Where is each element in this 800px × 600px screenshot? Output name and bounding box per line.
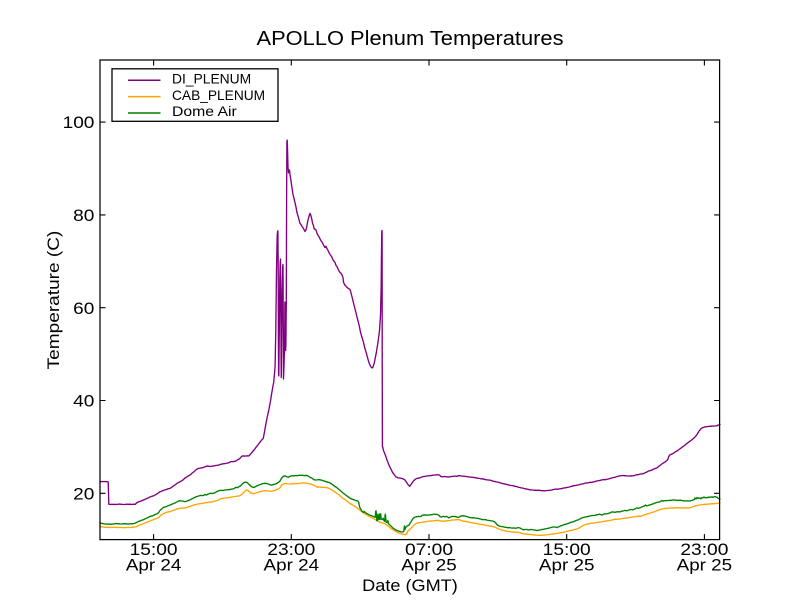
svg-text:DI_PLENUM: DI_PLENUM	[172, 70, 251, 86]
svg-text:Dome Air: Dome Air	[172, 103, 237, 119]
svg-text:Apr 25: Apr 25	[401, 555, 457, 574]
svg-text:20: 20	[73, 484, 94, 503]
svg-text:CAB_PLENUM: CAB_PLENUM	[172, 87, 265, 103]
svg-text:60: 60	[73, 299, 94, 318]
svg-text:Temperature (C): Temperature (C)	[44, 231, 63, 370]
svg-text:23:00: 23:00	[267, 540, 315, 559]
svg-text:Apr 24: Apr 24	[264, 555, 320, 574]
svg-text:Apr 25: Apr 25	[677, 555, 733, 574]
svg-text:15:00: 15:00	[130, 540, 178, 559]
svg-text:Apr 25: Apr 25	[539, 555, 595, 574]
svg-text:Date (GMT): Date (GMT)	[362, 576, 458, 595]
svg-text:100: 100	[63, 113, 95, 132]
svg-text:40: 40	[73, 392, 94, 411]
svg-text:07:00: 07:00	[405, 540, 453, 559]
svg-text:15:00: 15:00	[543, 540, 591, 559]
svg-text:80: 80	[73, 206, 94, 225]
svg-text:23:00: 23:00	[680, 540, 728, 559]
svg-text:APOLLO Plenum Temperatures: APOLLO Plenum Temperatures	[257, 28, 564, 50]
svg-text:Apr 24: Apr 24	[126, 555, 182, 574]
